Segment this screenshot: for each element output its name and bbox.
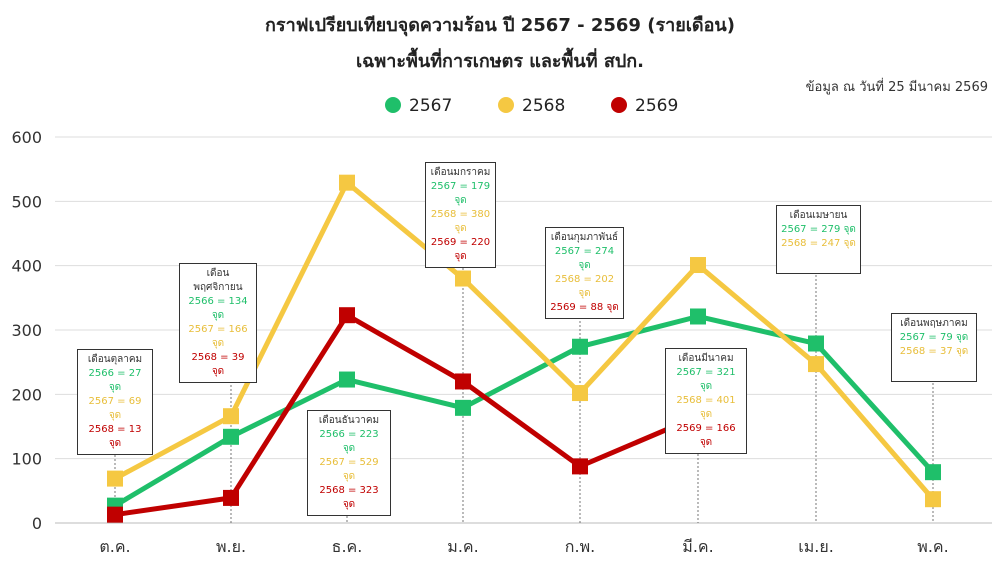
annotation-line: 2567 = 274 จุด [554, 246, 615, 271]
legend-marker-2568 [498, 97, 514, 113]
annotation-line: 2568 = 323 จุด [319, 485, 379, 510]
annotation-line: 2569 = 220 จุด [430, 237, 491, 262]
y-tick-label: 100 [11, 450, 42, 469]
y-tick-label: 600 [11, 128, 42, 147]
annotation-box: เดือนพฤศจิกายน 2566 = 134 จุด 2567 = 166 จ… [179, 263, 257, 383]
legend-label-2568: 2568 [522, 96, 565, 116]
annotation-title: เดือนมีนาคม [678, 353, 734, 364]
annotation-title: เดือนธันวาคม [318, 415, 380, 426]
annotation-line: 2568 = 202 จุด [554, 274, 615, 299]
x-tick-label: เม.ย. [798, 537, 834, 556]
annotation-line: 2568 = 37 จุด [899, 346, 969, 357]
annotation-line: 2566 = 223 จุด [319, 429, 379, 454]
x-tick-label: ก.พ. [565, 537, 595, 556]
annotation-line: 2569 = 88 จุด [550, 302, 619, 313]
data-point-2568 [572, 385, 588, 402]
y-tick-label: 200 [11, 385, 42, 404]
x-tick-label: ต.ค. [99, 537, 130, 556]
annotation-title: เดือนตุลาคม [87, 354, 143, 365]
annotation-line: 2567 = 321 จุด [676, 367, 736, 392]
annotation-title: เดือนมกราคม [430, 167, 491, 178]
data-point-2568 [455, 270, 471, 287]
annotation-line: 2567 = 69 จุด [88, 396, 142, 421]
annotation-line: 2567 = 166 จุด [188, 324, 248, 349]
data-point-2567 [223, 428, 239, 445]
x-tick-label: ธ.ค. [332, 537, 363, 556]
annotation-line: 2566 = 134 จุด [188, 296, 248, 321]
data-point-2568 [808, 356, 824, 373]
data-point-2569 [223, 489, 239, 506]
annotation-line: 2568 = 13 จุด [88, 424, 142, 449]
data-point-2568 [925, 491, 941, 508]
legend-marker-2569 [611, 97, 627, 113]
annotation-title: เดือนเมษายน [789, 210, 848, 221]
x-tick-label: พ.ค. [917, 537, 948, 556]
annotation-line: 2567 = 179 จุด [430, 181, 491, 206]
legend-label-2567: 2567 [409, 96, 452, 116]
annotation-title: เดือนพฤษภาคม [900, 318, 968, 329]
data-point-2568 [690, 257, 706, 274]
x-tick-label: มี.ค. [682, 537, 713, 556]
annotation-box: เดือนกุมภาพันธ์ 2567 = 274 จุด 2568 = 202 … [545, 227, 624, 319]
series-line-2569 [114, 312, 699, 518]
data-date-note: ข้อมูล ณ วันที่ 25 มีนาคม 2569 [805, 80, 988, 95]
annotation-box: เดือนมีนาคม 2567 = 321 จุด 2568 = 401 จุด 2… [665, 348, 747, 454]
data-point-2567 [455, 399, 471, 416]
chart-title: กราฟเปรียบเทียบจุดความร้อน ปี 2567 - 256… [265, 15, 735, 36]
annotation-line: 2567 = 529 จุด [319, 457, 379, 482]
data-point-2569 [339, 307, 355, 324]
data-point-2568 [339, 174, 355, 191]
data-point-2568 [107, 470, 123, 487]
x-tick-label: พ.ย. [216, 537, 246, 556]
annotation-title: เดือนกุมภาพันธ์ [550, 232, 619, 243]
annotation-box: เดือนพฤษภาคม 2567 = 79 จุด 2568 = 37 จุด [891, 313, 977, 382]
annotation-box: เดือนธันวาคม 2566 = 223 จุด 2567 = 529 จุด… [307, 410, 391, 516]
data-point-2567 [808, 335, 824, 352]
data-point-2568 [223, 408, 239, 425]
annotation-line: 2568 = 401 จุด [676, 395, 736, 420]
annotation-line: 2567 = 79 จุด [899, 332, 969, 343]
data-point-2569 [455, 373, 471, 390]
x-tick-label: ม.ค. [447, 537, 478, 556]
annotation-line: 2567 = 279 จุด [781, 224, 856, 235]
y-tick-label: 500 [11, 192, 42, 211]
chart-subtitle: เฉพาะพื้นที่การเกษตร และพื้นที่ สปก. [355, 51, 645, 72]
annotation-line: 2568 = 380 จุด [430, 209, 491, 234]
annotation-line: 2568 = 247 จุด [781, 238, 856, 249]
series-line-2567 [113, 313, 935, 508]
y-tick-label: 0 [32, 514, 42, 533]
annotation-title: เดือนพฤศจิกายน [193, 268, 243, 293]
data-point-2567 [690, 308, 706, 325]
legend-marker-2567 [385, 97, 401, 113]
annotation-line: 2566 = 27 จุด [88, 368, 142, 393]
annotation-box: เดือนตุลาคม 2566 = 27 จุด 2567 = 69 จุด 256… [77, 349, 153, 455]
data-point-2567 [339, 371, 355, 388]
y-tick-label: 400 [11, 257, 42, 276]
data-point-2569 [572, 458, 588, 475]
data-point-2567 [925, 464, 941, 481]
legend-label-2569: 2569 [635, 96, 678, 116]
annotation-line: 2569 = 166 จุด [676, 423, 736, 448]
data-point-2567 [572, 338, 588, 355]
y-tick-label: 300 [11, 321, 42, 340]
annotation-box: เดือนเมษายน 2567 = 279 จุด 2568 = 247 จุด [776, 205, 861, 274]
annotation-line: 2568 = 39 จุด [191, 352, 245, 377]
annotation-box: เดือนมกราคม 2567 = 179 จุด 2568 = 380 จุด 2… [425, 162, 496, 268]
data-point-2569 [107, 506, 123, 523]
